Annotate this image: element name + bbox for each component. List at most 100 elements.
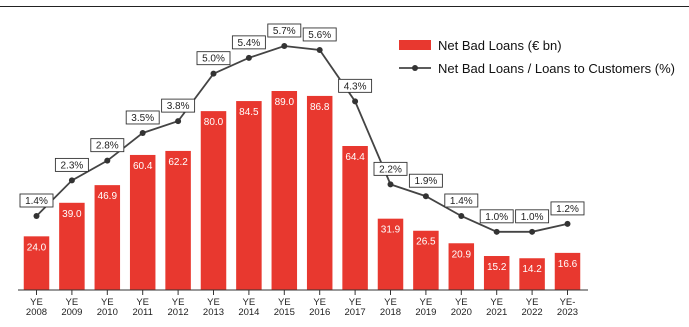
top-rule xyxy=(0,6,689,7)
ratio-label-box xyxy=(125,110,160,125)
ratio-value-label: 1.4% xyxy=(450,196,473,207)
ratio-label-box xyxy=(196,51,231,66)
bar-value-label: 26.5 xyxy=(416,237,436,248)
ratio-value-label: 5.4% xyxy=(238,38,261,49)
ratio-label-box xyxy=(231,35,266,50)
ratio-value-label: 2.2% xyxy=(379,164,402,175)
ratio-value-label: 4.3% xyxy=(344,81,367,92)
x-tick-label-top: YE xyxy=(243,297,256,308)
ratio-marker xyxy=(387,181,394,188)
ratio-label-box xyxy=(550,201,585,216)
ratio-marker xyxy=(175,118,182,125)
ratio-label-box xyxy=(408,173,443,188)
ratio-marker xyxy=(316,46,323,53)
ratio-marker xyxy=(493,228,500,235)
ratio-line-layer: 1.4% 2.3% 2.8% 3.5% 3.8% 5.0% 5.4% 5.7% 5.6% 4.3%… xyxy=(19,23,585,235)
ratio-label-box xyxy=(444,193,479,208)
ratio-value-label: 3.5% xyxy=(131,113,154,124)
ratio-label-box xyxy=(515,209,550,224)
x-tick-label-top: YE xyxy=(136,297,149,308)
legend-line-marker xyxy=(412,65,418,71)
bar-YE-2015 xyxy=(271,91,298,290)
bar-YE-2009 xyxy=(59,202,85,290)
ratio-marker xyxy=(245,54,252,61)
x-tick-label-top: YE xyxy=(30,297,43,308)
x-tick-label-top: YE- xyxy=(560,297,576,308)
ratio-value-label: 2.8% xyxy=(96,141,119,152)
x-tick-label-year: 2015 xyxy=(274,307,295,318)
x-tick-label-year: 2022 xyxy=(522,307,543,318)
bars-layer: 24.0 39.0 46.9 60.4 62.2 80.0 84.5 89.0 86.8 64.4… xyxy=(23,91,581,290)
ratio-value-label: 5.6% xyxy=(308,30,331,41)
bar-value-label: 86.8 xyxy=(310,102,330,113)
x-tick-label-top: YE xyxy=(101,297,114,308)
bar-YE-2017 xyxy=(342,146,368,290)
ratio-value-label: 1.0% xyxy=(521,212,544,223)
legend-bar-swatch xyxy=(399,40,431,50)
x-tick-label-year: 2010 xyxy=(97,307,118,318)
x-tick-label-year: 2016 xyxy=(309,307,330,318)
ratio-marker xyxy=(33,213,40,219)
x-tick-label-top: YE xyxy=(384,297,397,308)
x-tick-label-top: YE xyxy=(455,297,468,308)
bar-YE-2022 xyxy=(519,258,545,290)
bar-YE-2012 xyxy=(165,150,191,290)
ratio-label-box xyxy=(19,193,54,208)
x-tick-label-top: YE xyxy=(278,297,291,308)
ratio-marker xyxy=(422,193,429,200)
bar-YE-2010 xyxy=(94,185,121,290)
x-tick-label-year: 2009 xyxy=(61,307,82,318)
ratio-value-label: 1.4% xyxy=(25,196,48,207)
bar-value-label: 80.0 xyxy=(204,117,224,128)
ratio-value-label: 1.2% xyxy=(556,204,579,215)
x-tick-label-year: 2013 xyxy=(203,307,224,318)
bar-YE-2014 xyxy=(236,101,262,290)
x-tick-label-top: YE xyxy=(349,297,362,308)
bar-YE-2023 xyxy=(554,252,581,290)
bar-value-label: 46.9 xyxy=(98,191,118,202)
bar-YE-2011 xyxy=(129,154,156,290)
ratio-value-label: 5.7% xyxy=(273,26,296,37)
x-tick-label-year: 2023 xyxy=(557,307,578,318)
bar-value-label: 16.6 xyxy=(558,259,578,270)
ratio-marker xyxy=(281,43,288,49)
bar-value-label: 39.0 xyxy=(62,209,82,220)
ratio-line xyxy=(35,45,568,233)
bar-YE-2008 xyxy=(23,236,50,290)
x-tick-label-year: 2011 xyxy=(132,307,152,318)
ratio-marker xyxy=(210,70,217,77)
legend-bar-label: Net Bad Loans (€ bn) xyxy=(438,38,562,53)
x-tick-label-top: YE xyxy=(526,297,539,308)
x-tick-label-year: 2021 xyxy=(486,307,507,318)
x-tick-label-year: 2014 xyxy=(238,307,259,318)
x-tick-label-year: 2020 xyxy=(451,307,472,318)
ratio-label-box xyxy=(161,98,196,113)
ratio-label-box xyxy=(54,157,89,172)
bar-value-label: 14.2 xyxy=(522,264,542,275)
bar-value-label: 84.5 xyxy=(239,107,259,118)
bar-value-label: 64.4 xyxy=(345,152,365,163)
ratio-marker xyxy=(458,213,465,219)
ratio-label-box xyxy=(267,23,302,38)
bar-value-label: 15.2 xyxy=(487,262,507,273)
x-tick-label-top: YE xyxy=(172,297,185,308)
ratio-label-box xyxy=(338,78,373,93)
bar-YE-2018 xyxy=(377,218,404,290)
bar-value-label: 24.0 xyxy=(27,242,47,253)
x-axis: YE2008YE2009YE2010YE2011YE2012YE2013YE20… xyxy=(18,289,588,318)
ratio-value-label: 5.0% xyxy=(202,54,225,65)
x-tick-label-year: 2019 xyxy=(415,307,436,318)
ratio-marker xyxy=(104,157,111,164)
x-tick-label-top: YE xyxy=(420,297,433,308)
ratio-value-label: 1.0% xyxy=(485,212,508,223)
bar-YE-2020 xyxy=(448,243,475,290)
legend-line-label: Net Bad Loans / Loans to Customers (%) xyxy=(438,61,675,76)
bar-value-label: 62.2 xyxy=(168,157,188,168)
ratio-marker xyxy=(352,98,359,105)
ratio-marker xyxy=(529,228,536,235)
ratio-value-label: 3.8% xyxy=(167,101,190,112)
x-tick-label-top: YE xyxy=(66,297,79,308)
ratio-marker xyxy=(68,177,75,184)
ratio-value-label: 1.9% xyxy=(415,176,438,187)
x-tick-label-year: 2012 xyxy=(168,307,189,318)
